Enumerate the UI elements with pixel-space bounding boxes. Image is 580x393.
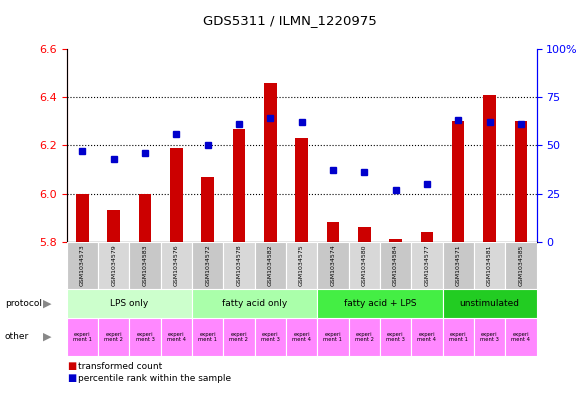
Bar xyxy=(192,242,223,289)
Text: unstimulated: unstimulated xyxy=(459,299,520,308)
Bar xyxy=(443,242,474,289)
Bar xyxy=(192,318,223,356)
Bar xyxy=(129,318,161,356)
Bar xyxy=(107,210,120,242)
Text: experi
ment 4: experi ment 4 xyxy=(512,332,530,342)
Text: ▶: ▶ xyxy=(44,332,52,342)
Bar xyxy=(514,121,527,242)
Bar xyxy=(161,318,192,356)
Bar xyxy=(201,177,214,242)
Bar xyxy=(349,242,380,289)
Text: other: other xyxy=(5,332,29,342)
Bar xyxy=(223,318,255,356)
Bar xyxy=(67,242,98,289)
Text: experi
ment 1: experi ment 1 xyxy=(198,332,217,342)
Text: GSM1034573: GSM1034573 xyxy=(80,244,85,286)
Bar xyxy=(317,242,349,289)
Text: experi
ment 1: experi ment 1 xyxy=(324,332,342,342)
Text: GSM1034582: GSM1034582 xyxy=(268,244,273,286)
Text: experi
ment 4: experi ment 4 xyxy=(292,332,311,342)
Text: GSM1034575: GSM1034575 xyxy=(299,244,304,286)
Bar xyxy=(443,289,536,318)
Text: experi
ment 3: experi ment 3 xyxy=(261,332,280,342)
Bar xyxy=(192,289,317,318)
Bar xyxy=(286,242,317,289)
Text: experi
ment 4: experi ment 4 xyxy=(167,332,186,342)
Text: GSM1034581: GSM1034581 xyxy=(487,244,492,286)
Bar xyxy=(76,193,89,242)
Text: GSM1034580: GSM1034580 xyxy=(362,244,367,286)
Bar xyxy=(98,318,129,356)
Text: protocol: protocol xyxy=(5,299,42,308)
Bar xyxy=(129,242,161,289)
Bar xyxy=(443,318,474,356)
Bar xyxy=(505,242,536,289)
Bar xyxy=(349,318,380,356)
Text: experi
ment 1: experi ment 1 xyxy=(73,332,92,342)
Bar xyxy=(223,242,255,289)
Text: GSM1034572: GSM1034572 xyxy=(205,244,210,286)
Text: LPS only: LPS only xyxy=(110,299,148,308)
Text: ■: ■ xyxy=(67,373,76,383)
Text: GSM1034584: GSM1034584 xyxy=(393,244,398,286)
Text: experi
ment 1: experi ment 1 xyxy=(449,332,467,342)
Text: GSM1034578: GSM1034578 xyxy=(237,244,241,286)
Text: GDS5311 / ILMN_1220975: GDS5311 / ILMN_1220975 xyxy=(203,14,377,27)
Bar xyxy=(170,148,183,242)
Text: GSM1034583: GSM1034583 xyxy=(143,244,147,286)
Text: GSM1034579: GSM1034579 xyxy=(111,244,116,286)
Bar xyxy=(327,222,339,242)
Bar xyxy=(317,318,349,356)
Text: ■: ■ xyxy=(67,361,76,371)
Text: experi
ment 3: experi ment 3 xyxy=(136,332,154,342)
Bar xyxy=(411,242,443,289)
Bar xyxy=(474,242,505,289)
Bar xyxy=(389,239,402,242)
Bar xyxy=(483,95,496,242)
Text: GSM1034576: GSM1034576 xyxy=(174,244,179,286)
Text: GSM1034574: GSM1034574 xyxy=(331,244,335,286)
Bar xyxy=(317,289,443,318)
Bar xyxy=(161,242,192,289)
Bar xyxy=(420,232,433,242)
Bar xyxy=(255,318,286,356)
Text: experi
ment 4: experi ment 4 xyxy=(418,332,436,342)
Text: experi
ment 3: experi ment 3 xyxy=(386,332,405,342)
Text: experi
ment 2: experi ment 2 xyxy=(104,332,123,342)
Text: experi
ment 2: experi ment 2 xyxy=(230,332,248,342)
Bar xyxy=(67,318,98,356)
Bar xyxy=(67,289,192,318)
Bar xyxy=(380,318,411,356)
Bar xyxy=(286,318,317,356)
Text: GSM1034585: GSM1034585 xyxy=(519,244,523,286)
Bar xyxy=(98,242,129,289)
Text: GSM1034571: GSM1034571 xyxy=(456,244,461,286)
Bar xyxy=(139,193,151,242)
Bar xyxy=(255,242,286,289)
Text: ▶: ▶ xyxy=(44,299,52,309)
Text: experi
ment 2: experi ment 2 xyxy=(355,332,374,342)
Text: experi
ment 3: experi ment 3 xyxy=(480,332,499,342)
Bar xyxy=(233,129,245,242)
Bar xyxy=(264,83,277,242)
Text: percentile rank within the sample: percentile rank within the sample xyxy=(78,374,231,382)
Text: transformed count: transformed count xyxy=(78,362,162,371)
Bar xyxy=(505,318,536,356)
Bar xyxy=(295,138,308,242)
Bar xyxy=(474,318,505,356)
Text: fatty acid + LPS: fatty acid + LPS xyxy=(343,299,416,308)
Text: GSM1034577: GSM1034577 xyxy=(425,244,429,286)
Bar xyxy=(452,121,465,242)
Bar xyxy=(380,242,411,289)
Bar xyxy=(358,227,371,242)
Text: fatty acid only: fatty acid only xyxy=(222,299,287,308)
Bar xyxy=(411,318,443,356)
